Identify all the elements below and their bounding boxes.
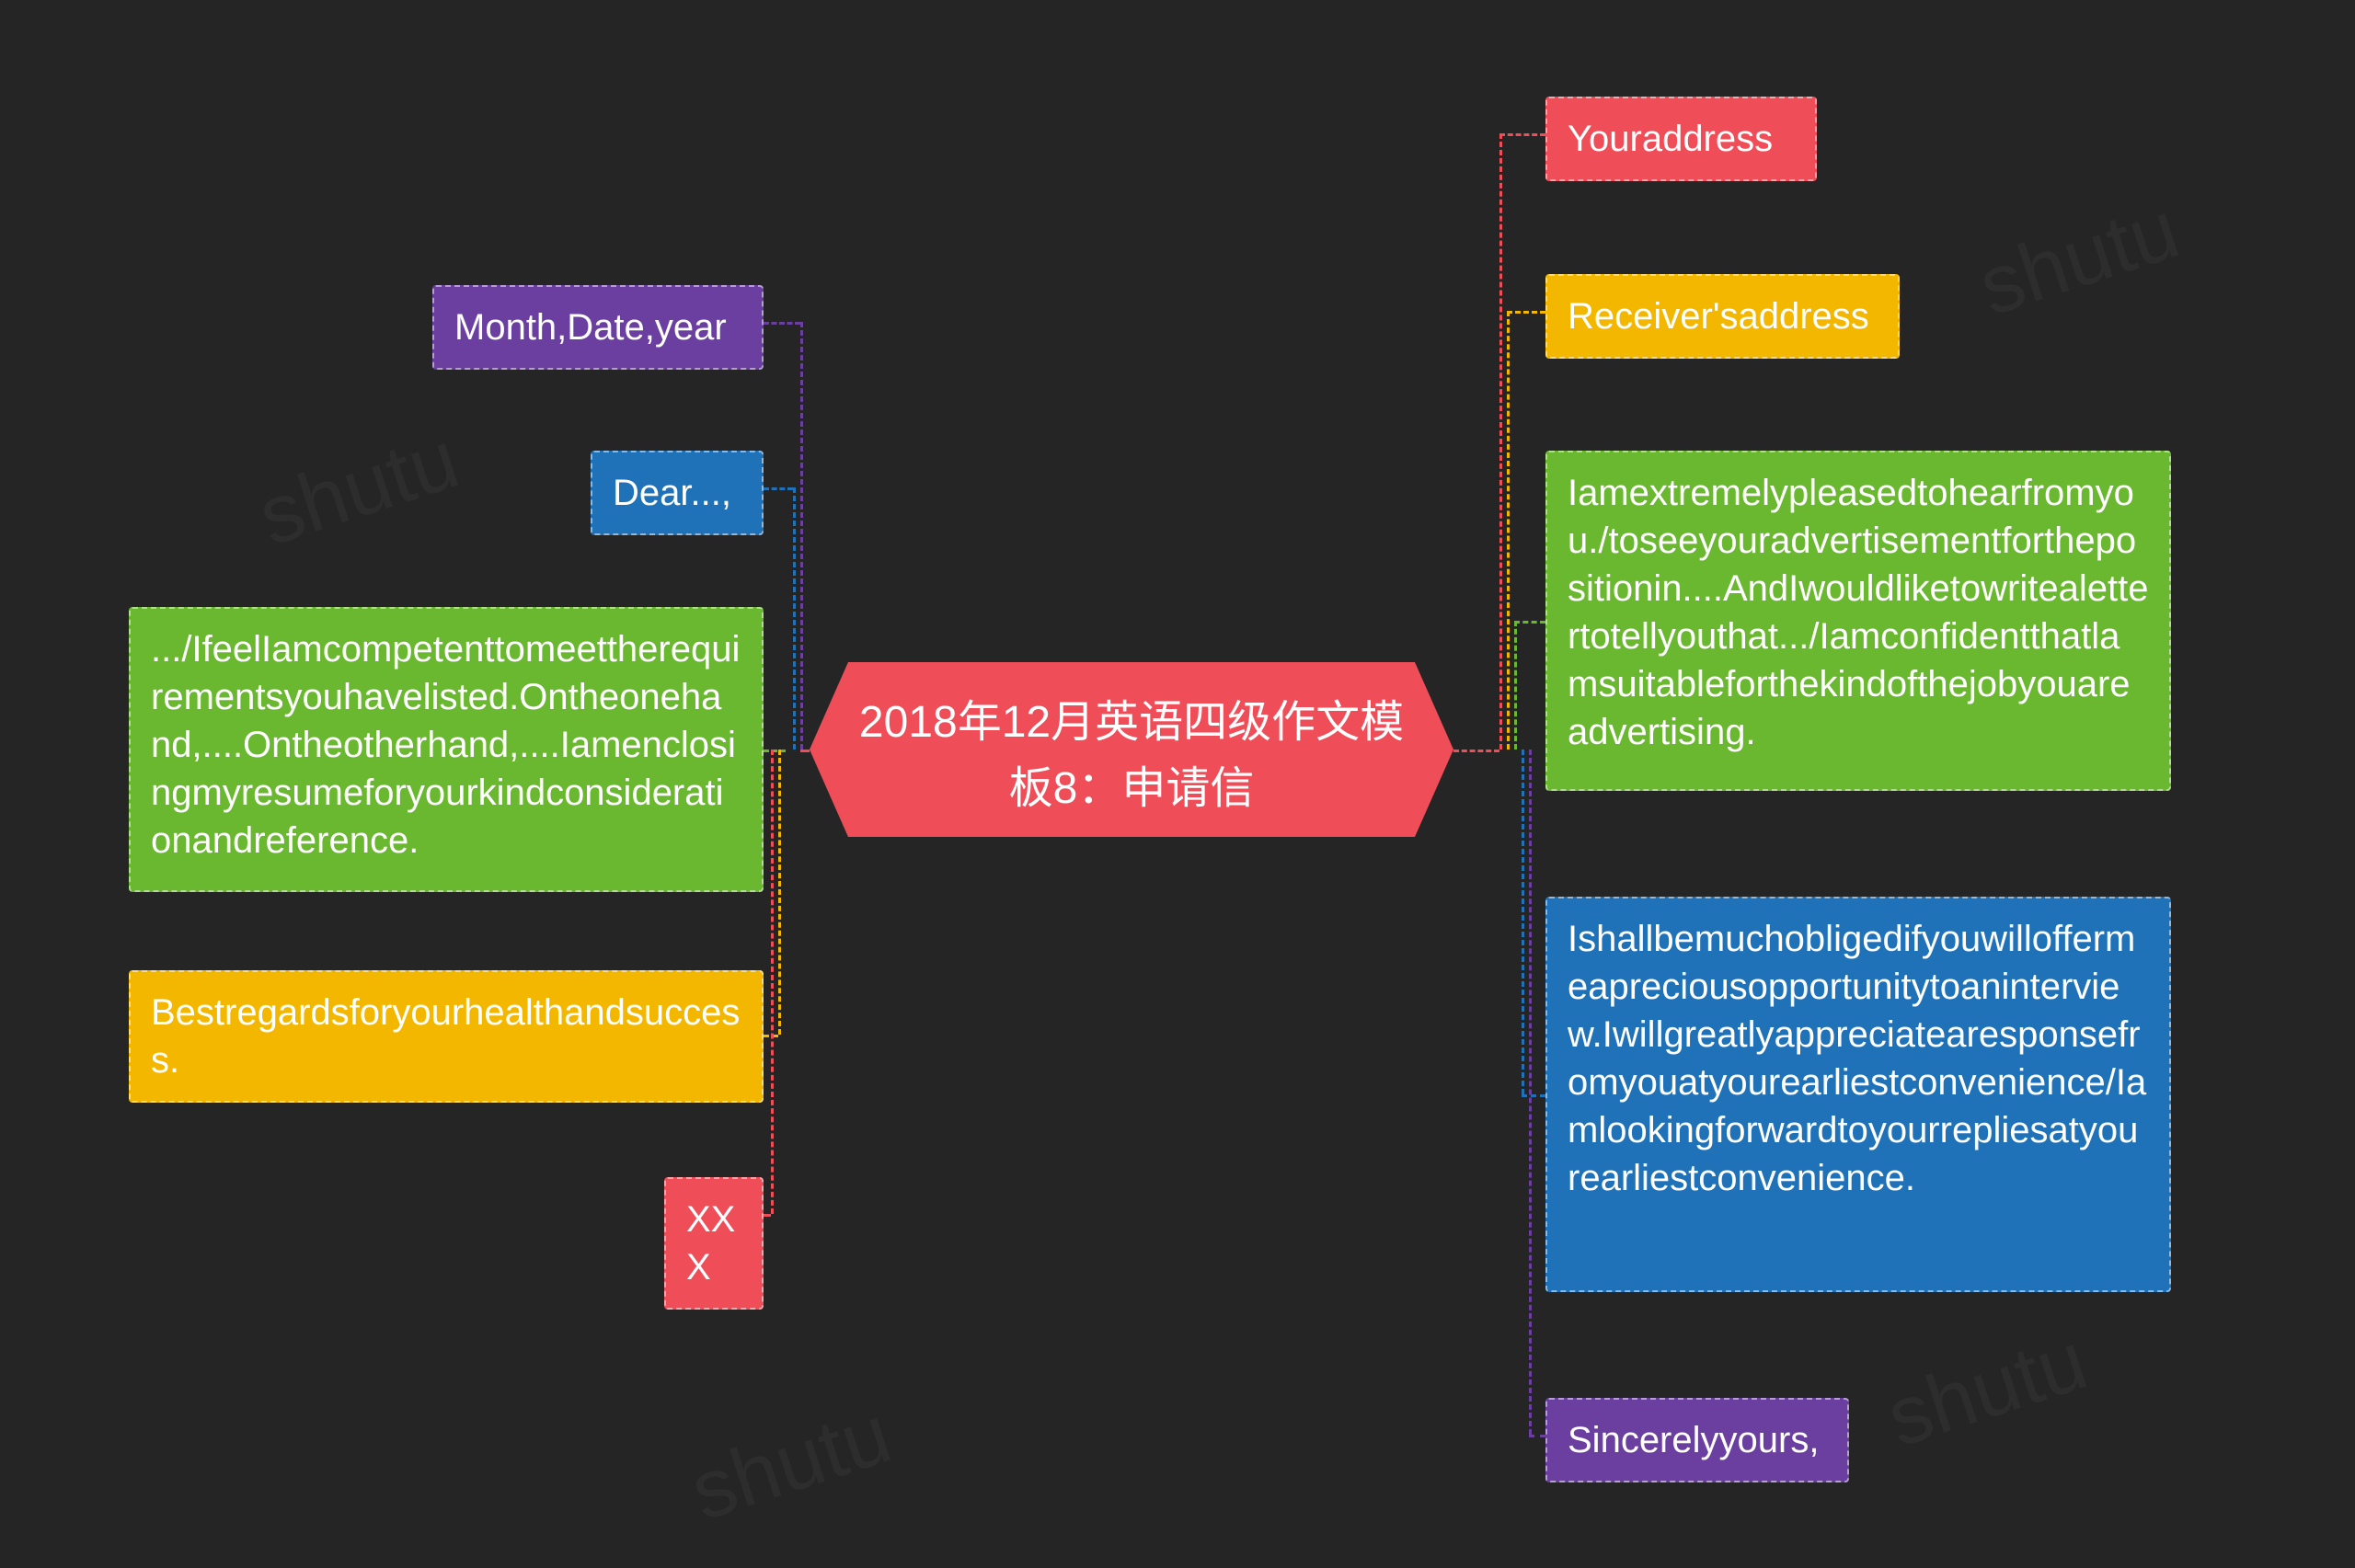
connector-v: [1499, 133, 1502, 750]
connector-h: [764, 1214, 771, 1217]
connector-v: [1529, 750, 1532, 1435]
connector-v: [800, 322, 803, 750]
connector-v: [1522, 750, 1524, 1094]
connector-h: [1453, 750, 1499, 752]
watermark: shutu: [680, 1388, 902, 1540]
watermark: shutu: [1876, 1314, 2097, 1467]
connector-h: [1529, 1435, 1545, 1437]
right-node-r0: Youraddress: [1545, 97, 1817, 181]
left-node-l0: Month,Date,year: [432, 285, 764, 370]
connector-h: [1507, 311, 1545, 314]
connector-h: [1499, 133, 1545, 136]
connector-h: [764, 750, 786, 752]
right-node-r3: Ishallbemuchobligedifyouwilloffermeaprec…: [1545, 897, 2171, 1292]
connector-h: [1514, 621, 1545, 624]
watermark: shutu: [247, 413, 469, 566]
right-node-r2: Iamextremelypleasedtohearfromyou./toseey…: [1545, 451, 2171, 791]
right-node-r1: Receiver'saddress: [1545, 274, 1900, 359]
connector-v: [778, 750, 781, 1035]
connector-v: [1507, 311, 1510, 750]
center-node: 2018年12月英语四级作文模板8：申请信: [810, 662, 1453, 837]
left-node-l3: Bestregardsforyourhealthandsuccess.: [129, 970, 764, 1103]
connector-h: [1522, 1094, 1545, 1097]
left-node-l4: XXX: [664, 1177, 764, 1310]
connector-h: [800, 750, 810, 752]
connector-v: [771, 750, 774, 1214]
right-node-r4: Sincerelyyours,: [1545, 1398, 1849, 1482]
left-node-l1: Dear...,: [591, 451, 764, 535]
left-node-l2: .../IfeelIamcompetenttomeettherequiremen…: [129, 607, 764, 892]
connector-v: [1514, 621, 1517, 750]
connector-h: [764, 487, 793, 490]
watermark: shutu: [1968, 183, 2189, 336]
connector-h: [764, 322, 800, 325]
connector-v: [793, 487, 796, 750]
